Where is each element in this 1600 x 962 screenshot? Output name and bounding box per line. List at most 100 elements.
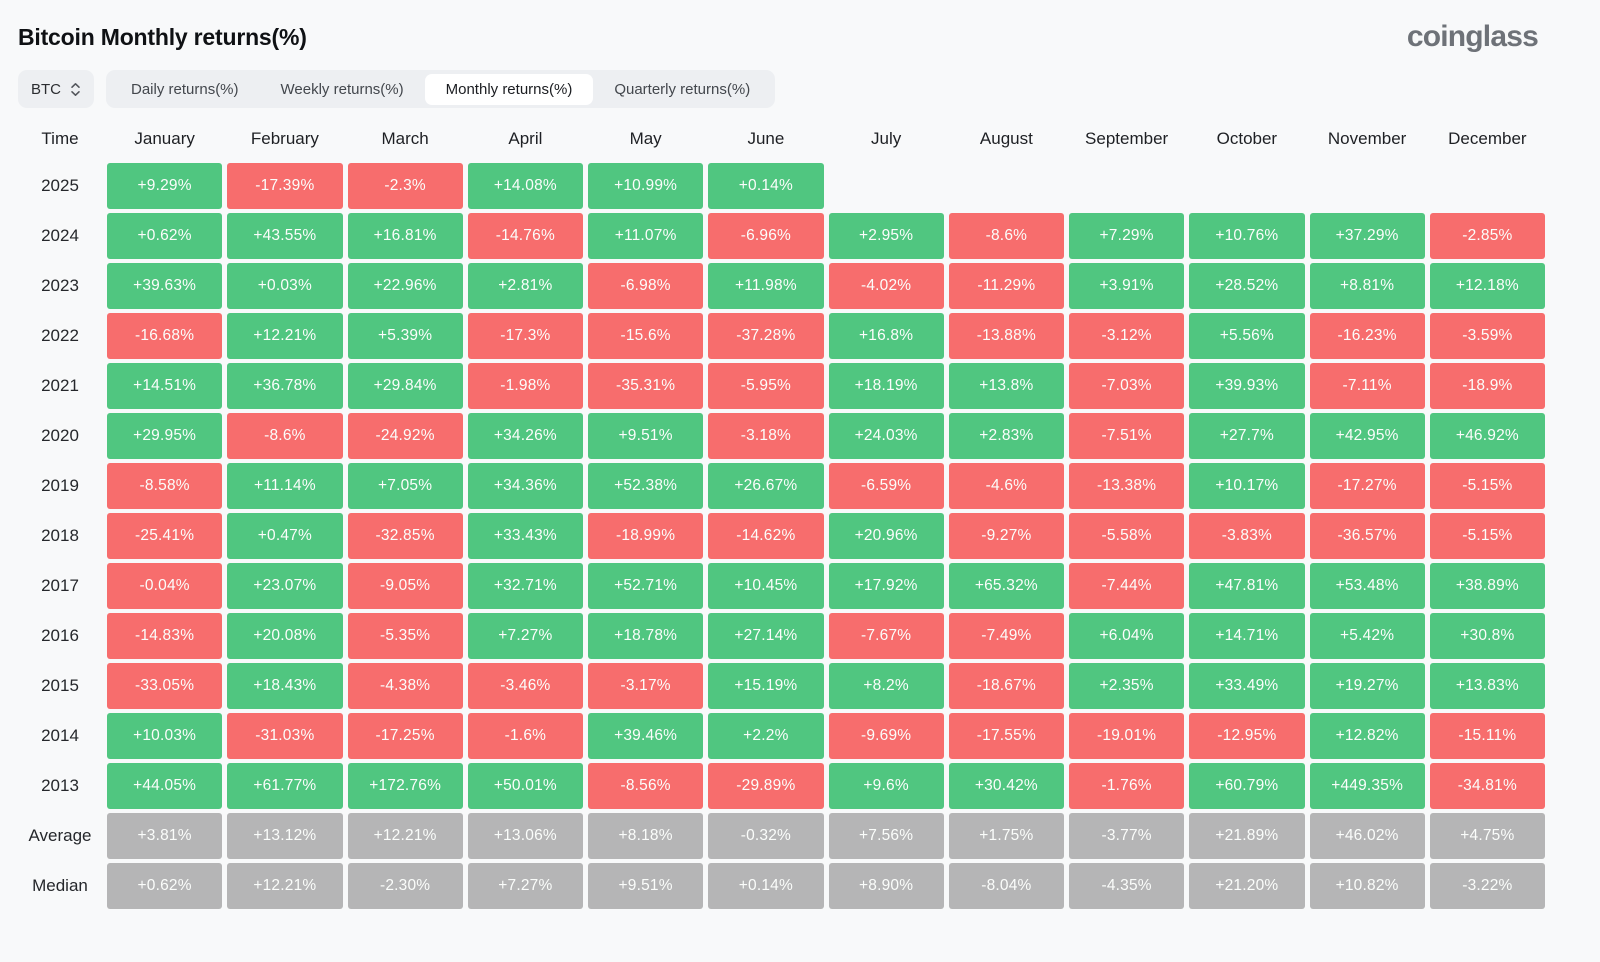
cell-2016-august: -7.49% [948,613,1064,659]
cell-2023-september: +3.91% [1069,263,1185,309]
row-label-2022: 2022 [41,326,79,345]
cell-2020-june: -3.18% [708,413,824,459]
cell-2024-june: -6.96% [708,213,824,259]
row-label-average: Average [28,826,92,845]
row-label-2017: 2017 [41,576,79,595]
cell-2022-february: +12.21% [227,313,343,359]
cell-2014-march: -17.25% [347,713,463,759]
cell-2019-january: -8.58% [107,463,223,509]
cell-2014-september: -19.01% [1069,713,1185,759]
cell-average-october: +21.89% [1189,813,1305,859]
cell-2018-april: +33.43% [467,513,583,559]
cell-2023-august: -11.29% [948,263,1064,309]
cell-2017-september: -7.44% [1069,563,1185,609]
col-header-time: Time [41,129,79,148]
returns-period-tabs: Daily returns(%) Weekly returns(%) Monthly… [106,70,776,108]
cell-2022-april: -17.3% [467,313,583,359]
cell-2013-may: -8.56% [588,763,704,809]
col-header-december: December [1448,129,1527,148]
cell-2015-october: +33.49% [1189,663,1305,709]
cell-2014-july: -9.69% [828,713,944,759]
cell-2018-november: -36.57% [1309,513,1425,559]
cell-2023-january: +39.63% [107,263,223,309]
col-header-may: May [629,129,662,148]
col-header-november: November [1327,129,1407,148]
cell-2016-january: -14.83% [107,613,223,659]
cell-2025-may: +10.99% [588,163,704,209]
row-label-2023: 2023 [41,276,79,295]
cell-2013-august: +30.42% [948,763,1064,809]
cell-2015-december: +13.83% [1429,663,1545,709]
returns-table: Time January February March April May June July… [0,118,1600,909]
cell-2022-november: -16.23% [1309,313,1425,359]
cell-2013-november: +449.35% [1309,763,1425,809]
cell-2014-april: -1.6% [467,713,583,759]
page-title: Bitcoin Monthly returns(%) [18,23,307,50]
cell-2019-december: -5.15% [1429,463,1545,509]
cell-average-november: +46.02% [1309,813,1425,859]
cell-2013-december: -34.81% [1429,763,1545,809]
cell-2013-june: -29.89% [708,763,824,809]
row-label-2021: 2021 [41,376,79,395]
cell-median-february: +12.21% [227,863,343,909]
cell-2021-august: +13.8% [948,363,1064,409]
cell-median-september: -4.35% [1069,863,1185,909]
cell-2018-december: -5.15% [1429,513,1545,559]
cell-2023-march: +22.96% [347,263,463,309]
cell-2017-december: +38.89% [1429,563,1545,609]
cell-2018-october: -3.83% [1189,513,1305,559]
cell-2018-august: -9.27% [948,513,1064,559]
cell-2023-may: -6.98% [588,263,704,309]
symbol-select[interactable]: BTC [18,70,94,108]
cell-2022-october: +5.56% [1189,313,1305,359]
cell-2013-january: +44.05% [107,763,223,809]
cell-average-june: -0.32% [708,813,824,859]
cell-2013-october: +60.79% [1189,763,1305,809]
cell-2020-february: -8.6% [227,413,343,459]
tab-monthly-returns[interactable]: Monthly returns(%) [424,73,594,105]
cell-2015-march: -4.38% [347,663,463,709]
cell-2015-february: +18.43% [227,663,343,709]
cell-2025-february: -17.39% [227,163,343,209]
row-label-median: Median [32,876,88,895]
cell-2022-september: -3.12% [1069,313,1185,359]
cell-2024-may: +11.07% [588,213,704,259]
row-label-2016: 2016 [41,626,79,645]
tab-quarterly-returns[interactable]: Quarterly returns(%) [593,74,771,105]
cell-2021-may: -35.31% [588,363,704,409]
cell-2023-june: +11.98% [708,263,824,309]
cell-2018-september: -5.58% [1069,513,1185,559]
cell-2025-april: +14.08% [467,163,583,209]
cell-2018-february: +0.47% [227,513,343,559]
tab-daily-returns[interactable]: Daily returns(%) [110,74,260,105]
row-label-2018: 2018 [41,526,79,545]
cell-2021-november: -7.11% [1309,363,1425,409]
cell-2018-june: -14.62% [708,513,824,559]
cell-2025-july-empty [829,163,944,209]
cell-2014-november: +12.82% [1309,713,1425,759]
cell-2019-august: -4.6% [948,463,1064,509]
row-label-2020: 2020 [41,426,79,445]
cell-2024-november: +37.29% [1309,213,1425,259]
cell-average-december: +4.75% [1429,813,1545,859]
tab-weekly-returns[interactable]: Weekly returns(%) [260,74,425,105]
cell-median-march: -2.30% [347,863,463,909]
col-header-july: July [871,129,902,148]
cell-2017-august: +65.32% [948,563,1064,609]
cell-2017-june: +10.45% [708,563,824,609]
col-header-february: February [250,129,319,148]
cell-2024-april: -14.76% [467,213,583,259]
cell-2014-december: -15.11% [1429,713,1545,759]
cell-2025-august-empty [949,163,1064,209]
cell-2024-february: +43.55% [227,213,343,259]
cell-2019-june: +26.67% [708,463,824,509]
cell-2018-may: -18.99% [588,513,704,559]
cell-2022-august: -13.88% [948,313,1064,359]
cell-2017-july: +17.92% [828,563,944,609]
cell-2023-december: +12.18% [1429,263,1545,309]
cell-2020-october: +27.7% [1189,413,1305,459]
cell-2016-september: +6.04% [1069,613,1185,659]
cell-median-december: -3.22% [1429,863,1545,909]
coinglass-logo: coinglass [1406,20,1539,53]
